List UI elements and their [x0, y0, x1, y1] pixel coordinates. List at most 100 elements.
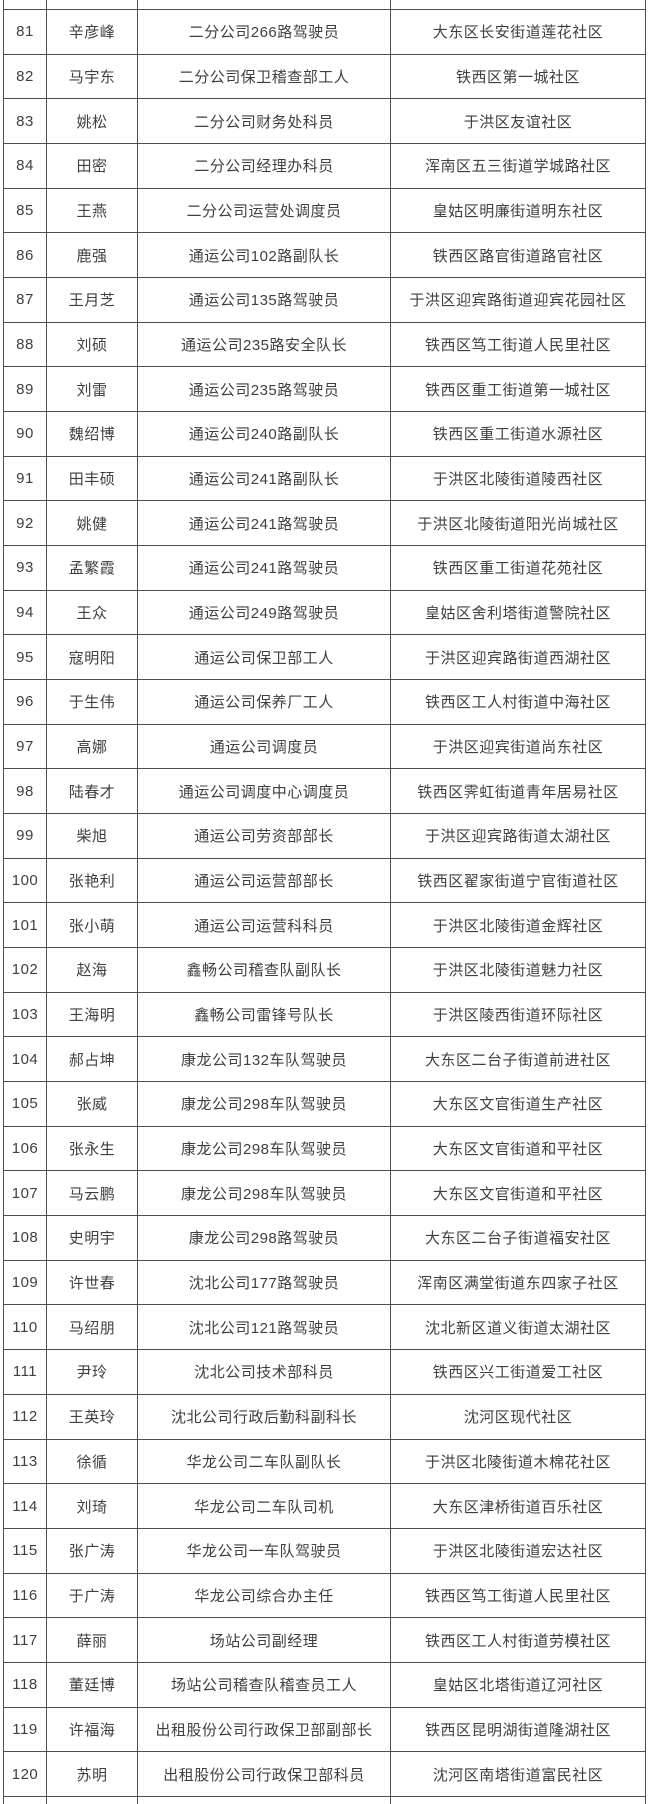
cell-name: 张艳利: [46, 857, 138, 904]
cell-number: 101: [3, 902, 47, 949]
cell-name: 魏绍博: [46, 411, 138, 457]
cell-number: 84: [3, 143, 47, 189]
cell-title: 通运公司劳资部部长: [137, 813, 391, 859]
cell-name: 史明宇: [46, 1215, 138, 1261]
cell-number: 108: [3, 1215, 47, 1261]
cell-number: 102: [3, 947, 47, 993]
cell-community: 大东区二台子街道福安社区: [390, 1215, 646, 1261]
cell-title: 二分公司266路驾驶员: [137, 9, 391, 55]
cell-community: 铁西区笃工街道人民里社区: [390, 1572, 646, 1619]
table-row: 84 田密 二分公司经理办科员 浑南区五三街道学城路社区: [3, 143, 646, 189]
table-row: 109 许世春 沈北公司177路驾驶员 浑南区满堂街道东四家子社区: [3, 1259, 646, 1306]
cell-title: 通运公司运营科科员: [137, 902, 391, 949]
cell-community: 大东区津桥街道百乐社区: [390, 1483, 646, 1529]
cell-title: 出租股份公司行政保卫部科员: [137, 1751, 391, 1797]
table-row: 89 刘雷 通运公司235路驾驶员 铁西区重工街道第一城社区: [3, 366, 646, 413]
cell-title: 二分公司保卫稽查部工人: [137, 53, 391, 100]
cell-name: 许福海: [46, 1706, 138, 1753]
table-row: 101 张小萌 通运公司运营科科员 于洪区北陵街道金辉社区: [3, 902, 646, 949]
cell-community: 于洪区迎宾路街道太湖社区: [390, 813, 646, 859]
cell-name: 辛彦峰: [46, 9, 138, 55]
table-row: 86 鹿强 通运公司102路副队长 铁西区路官街道路官社区: [3, 232, 646, 279]
cell-empty: [3, 0, 47, 10]
cell-number: 97: [3, 723, 47, 770]
cell-number: 104: [3, 1036, 47, 1083]
table-row: 95 寇明阳 通运公司保卫部工人 于洪区迎宾路街道西湖社区: [3, 634, 646, 681]
cell-title: 鑫畅公司稽查队副队长: [137, 947, 391, 993]
cell-number: 95: [3, 634, 47, 681]
cell-name: 刘硕: [46, 321, 138, 368]
cell-community: 铁西区工人村街道劳模社区: [390, 1617, 646, 1663]
cell-name: 王英玲: [46, 1393, 138, 1440]
cell-name: 田丰硕: [46, 455, 138, 502]
cell-community: 大东区二台子街道前进社区: [390, 1036, 646, 1083]
cell-title: 通运公司调度中心调度员: [137, 768, 391, 815]
cell-title: 康龙公司298车队驾驶员: [137, 1081, 391, 1127]
cell-number: 115: [3, 1527, 47, 1574]
cell-name: 张威: [46, 1081, 138, 1127]
table-row: 92 姚健 通运公司241路驾驶员 于洪区北陵街道阳光尚城社区: [3, 500, 646, 547]
cell-number: 83: [3, 98, 47, 145]
cell-community: 铁西区昆明湖街道隆湖社区: [390, 1706, 646, 1753]
cell-name: 鹿强: [46, 232, 138, 279]
cell-name: 寇明阳: [46, 634, 138, 681]
cell-number: 119: [3, 1706, 47, 1753]
table-row: 106 张永生 康龙公司298车队驾驶员 大东区文官街道和平社区: [3, 1125, 646, 1172]
cell-title: 场站公司副经理: [137, 1617, 391, 1663]
cell-number: 90: [3, 411, 47, 457]
cell-number: 120: [3, 1751, 47, 1797]
table-row: 116 于广涛 华龙公司综合办主任 铁西区笃工街道人民里社区: [3, 1572, 646, 1619]
cell-title: 康龙公司132车队驾驶员: [137, 1036, 391, 1083]
cell-title: 康龙公司298路驾驶员: [137, 1215, 391, 1261]
cell-title: 华龙公司综合办主任: [137, 1572, 391, 1619]
cell-title: 通运公司保卫部工人: [137, 634, 391, 681]
table-row: 98 陆春才 通运公司调度中心调度员 铁西区霁虹街道青年居易社区: [3, 768, 646, 815]
table-row: 99 柴旭 通运公司劳资部部长 于洪区迎宾路街道太湖社区: [3, 813, 646, 859]
personnel-roster-table: 81 辛彦峰 二分公司266路驾驶员 大东区长安街道莲花社区 82 马宇东 二分公司保卫稽查…: [3, 0, 646, 1804]
cell-name: 尹玲: [46, 1349, 138, 1395]
cell-name: 柴旭: [46, 813, 138, 859]
partial-row-top: [3, 0, 646, 10]
table-row: 108 史明宇 康龙公司298路驾驶员 大东区二台子街道福安社区: [3, 1215, 646, 1261]
cell-empty: [46, 0, 138, 10]
cell-community: 于洪区友谊社区: [390, 98, 646, 145]
cell-name: 于生伟: [46, 679, 138, 725]
cell-name: 刘琦: [46, 1483, 138, 1529]
table-row: 111 尹玲 沈北公司技术部科员 铁西区兴工街道爱工社区: [3, 1349, 646, 1395]
table-row: 85 王燕 二分公司运营处调度员 皇姑区明廉街道明东社区: [3, 187, 646, 234]
cell-name: 马云鹏: [46, 1170, 138, 1217]
cell-community: 于洪区北陵街道陵西社区: [390, 455, 646, 502]
cell-number: 99: [3, 813, 47, 859]
cell-name: 马绍朋: [46, 1304, 138, 1351]
cell-number: 109: [3, 1259, 47, 1306]
cell-community: 大东区文官街道生产社区: [390, 1081, 646, 1127]
cell-number: 92: [3, 500, 47, 547]
cell-community: 大东区文官街道和平社区: [390, 1125, 646, 1172]
cell-name: 赵海: [46, 947, 138, 993]
cell-community: 铁西区笃工街道人民里社区: [390, 321, 646, 368]
cell-number: 100: [3, 857, 47, 904]
cell-number: 118: [3, 1661, 47, 1708]
cell-name: 于广涛: [46, 1572, 138, 1619]
cell-name: 薛丽: [46, 1617, 138, 1663]
cell-number: 94: [3, 589, 47, 636]
cell-empty: [390, 1795, 646, 1804]
cell-community: 铁西区重工街道水源社区: [390, 411, 646, 457]
cell-name: 高娜: [46, 723, 138, 770]
cell-name: 徐循: [46, 1438, 138, 1485]
table-row: 114 刘琦 华龙公司二车队司机 大东区津桥街道百乐社区: [3, 1483, 646, 1529]
cell-number: 81: [3, 9, 47, 55]
cell-title: 通运公司241路驾驶员: [137, 545, 391, 591]
cell-community: 皇姑区舍利塔街道警院社区: [390, 589, 646, 636]
cell-number: 103: [3, 991, 47, 1038]
table-row: 118 董廷博 场站公司稽查队稽查员工人 皇姑区北塔街道辽河社区: [3, 1661, 646, 1708]
cell-community: 于洪区北陵街道魅力社区: [390, 947, 646, 993]
cell-title: 二分公司经理办科员: [137, 143, 391, 189]
cell-number: 82: [3, 53, 47, 100]
cell-title: 通运公司235路安全队长: [137, 321, 391, 368]
cell-community: 铁西区第一城社区: [390, 53, 646, 100]
cell-community: 沈北新区道义街道太湖社区: [390, 1304, 646, 1351]
cell-number: 107: [3, 1170, 47, 1217]
cell-title: 通运公司运营部部长: [137, 857, 391, 904]
cell-name: 王海明: [46, 991, 138, 1038]
